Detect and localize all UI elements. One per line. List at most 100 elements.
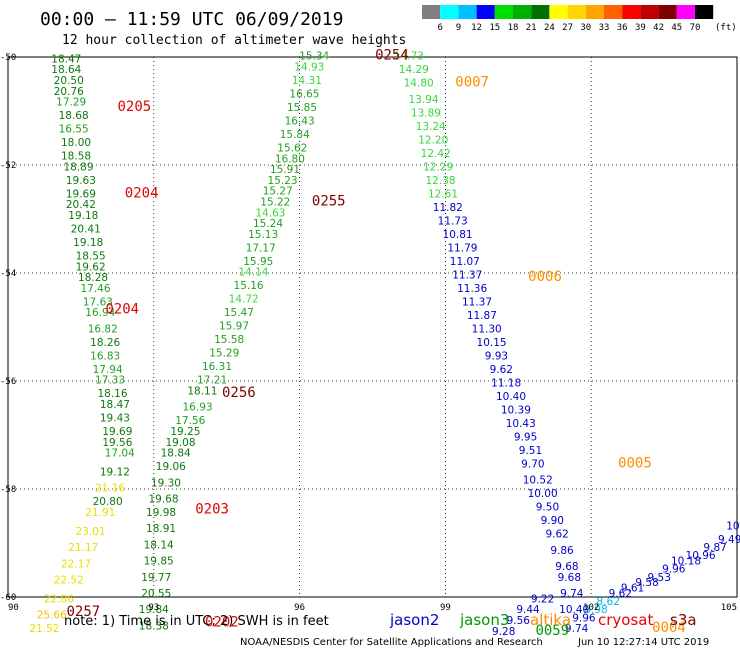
wave-height-value: 16.55 xyxy=(59,124,89,136)
wave-height-value: 15.84 xyxy=(280,129,310,141)
color-scale-label: 18 xyxy=(508,23,519,33)
color-swatch xyxy=(549,5,568,19)
satellite-legend: jason2 jason3 altika cryosat s3a xyxy=(389,611,697,629)
wave-height-value: 9.86 xyxy=(550,545,574,557)
wave-height-value: 9.95 xyxy=(514,431,537,443)
pass-time-label: 0006 xyxy=(528,269,562,285)
wave-height-value: 19.63 xyxy=(66,175,96,187)
wave-height-value: 18.58 xyxy=(61,151,91,163)
wave-height-value: 9.22 xyxy=(531,593,554,605)
wave-height-value: 18.14 xyxy=(144,539,174,551)
wave-height-value: 9.58 xyxy=(635,577,658,589)
wave-height-value: 15.23 xyxy=(268,175,298,187)
wave-height-value: 14.14 xyxy=(238,267,268,279)
wave-height-value: 9.90 xyxy=(541,515,564,527)
wave-height-value: 9.28 xyxy=(492,626,515,638)
color-swatch xyxy=(604,5,623,19)
wave-height-value: 15.47 xyxy=(224,307,254,319)
wave-height-value: 10.96 xyxy=(686,550,716,562)
color-swatch xyxy=(640,5,659,19)
y-tick-label: -54 xyxy=(0,269,16,279)
wave-height-value: 17.46 xyxy=(80,283,110,295)
y-tick-label: -60 xyxy=(0,593,16,603)
color-scale-label: 6 xyxy=(437,23,442,33)
wave-height-value: 12.42 xyxy=(421,148,451,160)
wave-height-value: 15.85 xyxy=(287,102,317,114)
wave-height-value: 20.80 xyxy=(93,496,123,508)
satellite-name-jason2: jason2 xyxy=(389,611,439,629)
color-swatch xyxy=(531,5,550,19)
wave-height-value: 18.89 xyxy=(63,161,93,173)
wave-height-value: 14.80 xyxy=(404,78,434,90)
wave-height-value: 11.37 xyxy=(452,269,482,281)
color-scale-label: 45 xyxy=(671,23,682,33)
wave-height-value: 11.82 xyxy=(433,202,463,214)
wave-height-points: 18.4718.6420.5020.7617.2918.6816.5518.00… xyxy=(29,51,740,638)
wave-height-value: 9.74 xyxy=(560,588,584,600)
color-swatch xyxy=(695,5,714,19)
wave-height-value: 22.17 xyxy=(61,558,91,570)
wave-height-value: 19.62 xyxy=(76,261,106,273)
timestamp-text: Jun 10 12:27:14 UTC 2019 xyxy=(577,637,709,648)
wave-height-value: 9.70 xyxy=(521,458,544,470)
wave-height-value: 14.73 xyxy=(394,51,424,63)
pass-time-labels: 0205 0204 0204 0203 0202 0257 0254 0255 0256 0007… xyxy=(66,48,685,639)
wave-height-value: 9.61 xyxy=(621,583,644,595)
wave-height-value: 17.04 xyxy=(105,448,135,460)
wave-height-value: 14.29 xyxy=(399,64,429,76)
wave-height-value: 18.16 xyxy=(97,388,127,400)
y-tick-label: -52 xyxy=(0,161,16,171)
wave-height-value: 10.40 xyxy=(496,391,526,403)
footer-note: note: 1) Time is in UTC; 2) SWH is in fe… xyxy=(64,614,329,629)
wave-height-value: 17.33 xyxy=(95,375,125,387)
wave-height-value: 19.68 xyxy=(148,494,178,506)
color-scale-label: 9 xyxy=(456,23,461,33)
satellite-name-cryosat: cryosat xyxy=(598,611,653,629)
color-swatch xyxy=(622,5,641,19)
wave-height-value: 15.27 xyxy=(263,186,293,198)
wave-height-value: 10.39 xyxy=(501,404,531,416)
wave-height-value: 16.80 xyxy=(275,153,305,165)
wave-height-value: 25.66 xyxy=(37,610,67,622)
chart-subtitle: 12 hour collection of altimeter wave hei… xyxy=(62,33,406,48)
wave-height-value: 14.31 xyxy=(292,75,322,87)
color-scale-label: 39 xyxy=(635,23,646,33)
wave-height-value: 9.93 xyxy=(485,350,508,362)
color-swatch xyxy=(422,5,441,19)
wave-height-value: 11.30 xyxy=(472,323,502,335)
color-swatch xyxy=(494,5,513,19)
x-tick-label: 105 xyxy=(721,603,737,613)
wave-height-value: 9.68 xyxy=(555,561,578,573)
pass-time-label: 0004 xyxy=(652,620,686,636)
wave-height-value: 9.87 xyxy=(703,542,726,554)
wave-height-value: 19.85 xyxy=(144,556,174,568)
color-scale-legend: 6 9 12 15 18 21 24 27 30 33 36 39 42 45 70 xyxy=(422,5,714,33)
wave-height-value: 16.65 xyxy=(289,89,319,101)
wave-height-value: 18.38 xyxy=(139,620,169,632)
wave-height-value: 12.20 xyxy=(418,134,448,146)
color-swatch xyxy=(567,5,586,19)
wave-height-value: 15.34 xyxy=(299,51,329,63)
x-tick-label: 96 xyxy=(294,603,305,613)
wave-height-value: 19.18 xyxy=(68,210,98,222)
wave-height-value: 11.87 xyxy=(467,310,497,322)
wave-height-value: 20.55 xyxy=(141,588,171,600)
color-scale-label: 33 xyxy=(599,23,610,33)
wave-height-value: 15.16 xyxy=(234,280,264,292)
color-scale-label: 27 xyxy=(562,23,573,33)
wave-height-value: 10.43 xyxy=(506,418,536,430)
wave-height-value: 19.30 xyxy=(151,477,181,489)
x-tick-label: 93 xyxy=(148,603,159,613)
wave-height-value: 19.06 xyxy=(156,461,186,473)
wave-height-value: 17.63 xyxy=(83,296,113,308)
wave-height-value: 9.53 xyxy=(648,572,671,584)
pass-time-label: 0204 xyxy=(125,185,159,201)
map-grid xyxy=(7,56,738,598)
wave-height-value: 13.89 xyxy=(411,107,441,119)
wave-height-value: 11.79 xyxy=(447,242,477,254)
wave-height-value: 9.62 xyxy=(609,588,632,600)
wave-height-value: 17.21 xyxy=(197,375,227,387)
wave-height-value: 9.51 xyxy=(519,445,542,457)
color-scale-label: 21 xyxy=(526,23,537,33)
